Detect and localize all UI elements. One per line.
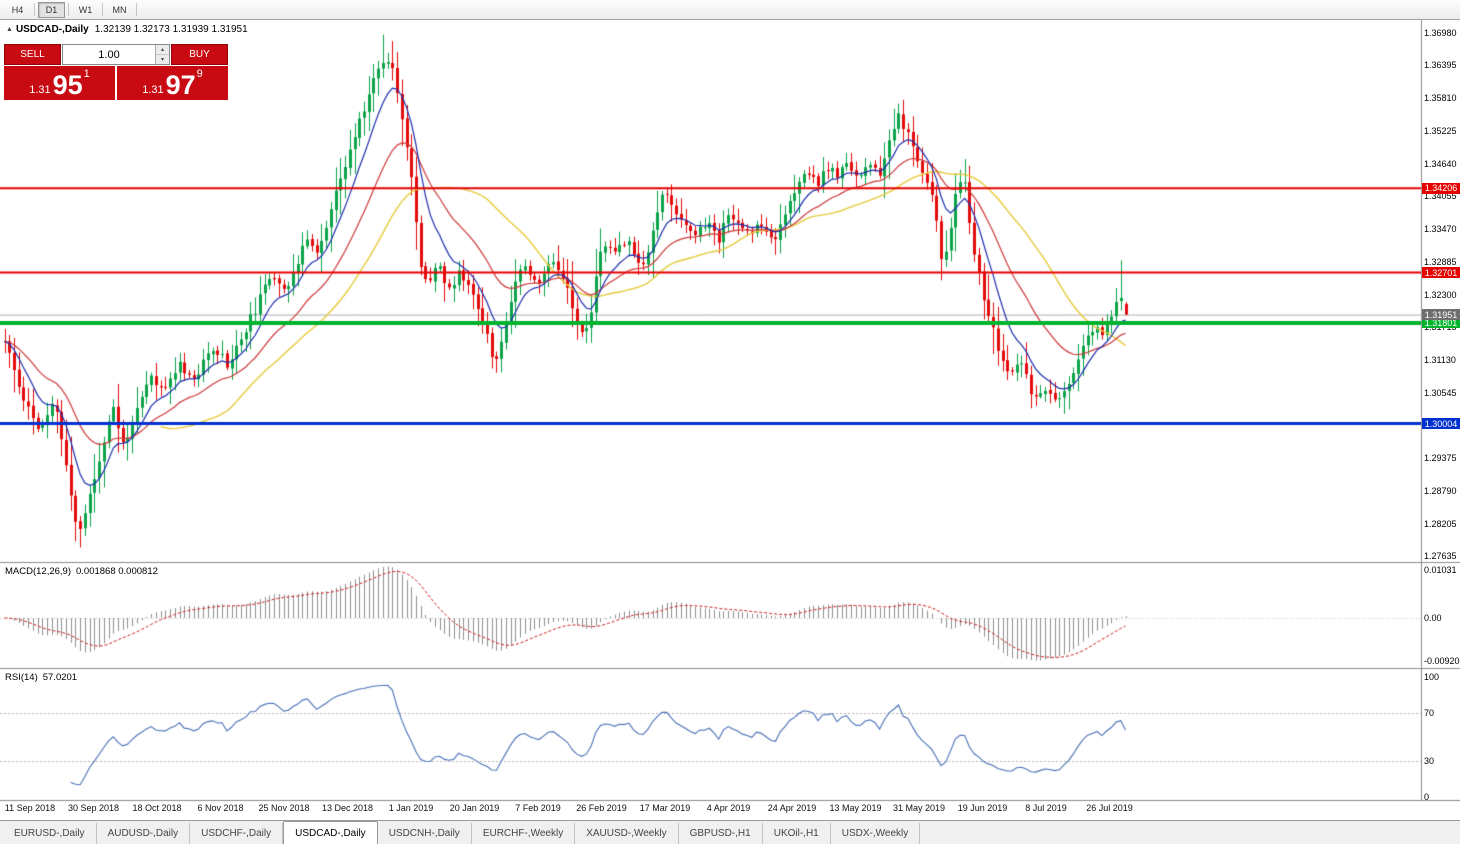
price-axis-label: 1.29375 [1424, 453, 1457, 464]
price-axis-label: 1.32885 [1424, 256, 1457, 267]
timeframe-button-h4[interactable]: H4 [11, 4, 24, 15]
rsi-scale-label: 100 [1424, 672, 1440, 682]
price-level-badge-1.30004: 1.30004 [1422, 418, 1460, 430]
price-level-badge-1.31801: 1.31801 [1422, 317, 1460, 329]
date-axis-label: 31 May 2019 [892, 803, 946, 813]
lot-size-field: ▴ ▾ [62, 44, 170, 65]
date-axis-label: 8 Jul 2019 [1025, 803, 1067, 813]
sell-price-point: 1 [83, 68, 90, 80]
sell-price-display[interactable]: 1.31 95 1 [4, 66, 115, 100]
sell-button[interactable]: SELL [4, 44, 61, 65]
date-axis-label: 25 Nov 2018 [258, 803, 310, 813]
chart-tab-bar: EURUSD-,Daily AUDUSD-,Daily USDCHF-,Daily U… [0, 820, 1460, 844]
one-click-trading-widget: SELL ▴ ▾ BUY 1.31 95 1 1.31 97 9 [4, 44, 228, 100]
buy-price-point: 9 [196, 68, 203, 80]
trade-prices-row: 1.31 95 1 1.31 97 9 [4, 66, 228, 100]
price-axis-label: 1.30545 [1424, 387, 1457, 398]
lot-spinner: ▴ ▾ [155, 45, 169, 64]
date-axis-label: 20 Jan 2019 [449, 803, 500, 813]
date-axis-label: 1 Jan 2019 [388, 803, 434, 813]
bid-price-badge: 1.31951 [1422, 309, 1460, 321]
title-marker-icon: ▲ [6, 26, 13, 33]
price-axis-label: 1.33470 [1424, 224, 1457, 235]
date-axis-label: 18 Oct 2018 [132, 803, 182, 813]
date-axis-label: 24 Apr 2019 [767, 803, 817, 813]
date-axis-label: 11 Sep 2018 [4, 803, 56, 813]
sell-price-pips: 95 [52, 70, 83, 100]
date-axis-label: 7 Feb 2019 [515, 803, 561, 813]
timeframe-button-w1[interactable]: W1 [78, 4, 93, 15]
toolbar-separator [102, 3, 103, 16]
chart-tab-usdcad-daily[interactable]: USDCAD-,Daily [283, 821, 378, 844]
macd-scale-label: -0.00920 [1424, 655, 1460, 666]
lot-increase-button[interactable]: ▴ [156, 45, 169, 55]
price-axis-label: 1.36980 [1424, 27, 1457, 38]
date-axis-label: 13 May 2019 [829, 803, 882, 813]
timeframe-toolbar: H4 D1 W1 MN [0, 0, 1460, 20]
price-axis-label: 1.28790 [1424, 486, 1457, 497]
price-level-badge-1.32701: 1.32701 [1422, 267, 1460, 279]
date-axis-label: 17 Mar 2019 [639, 803, 691, 813]
date-axis-label: 6 Nov 2018 [197, 803, 244, 813]
buy-price-display[interactable]: 1.31 97 9 [117, 66, 228, 100]
ohlc-values: 1.32139 1.32173 1.31939 1.31951 [94, 24, 248, 35]
price-axis-label: 1.35810 [1424, 93, 1457, 104]
price-axis-label: 1.35225 [1424, 125, 1457, 136]
buy-button[interactable]: BUY [171, 44, 228, 65]
buy-price-whole: 1.31 [142, 84, 164, 96]
rsi-label: RSI(14) 57.0201 [5, 672, 77, 683]
price-axis-label: 1.28205 [1424, 518, 1457, 529]
price-axis-label: 1.27635 [1424, 550, 1457, 561]
timeframe-button-d1[interactable]: D1 [38, 1, 65, 18]
timeframe-button-mn[interactable]: MN [112, 4, 127, 15]
price-axis-label: 1.32300 [1424, 289, 1457, 300]
date-axis-label: 26 Feb 2019 [576, 803, 627, 813]
chart-title: ▲ USDCAD-,Daily 1.32139 1.32173 1.31939 1.… [6, 24, 248, 35]
price-level-badge-1.34206: 1.34206 [1422, 182, 1460, 194]
chart-tab-xauusd-weekly[interactable]: XAUUSD-,Weekly [575, 823, 679, 844]
date-axis-label: 19 Jun 2019 [957, 803, 1008, 813]
rsi-scale-label: 0 [1424, 792, 1430, 802]
rsi-scale-label: 70 [1424, 708, 1435, 718]
price-axis-label: 1.36395 [1424, 60, 1457, 71]
date-axis-label: 13 Dec 2018 [321, 803, 374, 813]
symbol-period-label: USDCAD-,Daily [15, 24, 89, 35]
chart-tab-audusd-daily[interactable]: AUDUSD-,Daily [97, 823, 191, 844]
chart-tab-usdx-weekly[interactable]: USDX-,Weekly [831, 823, 921, 844]
chart-tab-eurchf-weekly[interactable]: EURCHF-,Weekly [472, 823, 576, 844]
buy-price-pips: 97 [165, 70, 196, 100]
date-axis-label: 30 Sep 2018 [67, 803, 120, 813]
macd-scale-label: 0.00 [1424, 613, 1442, 624]
toolbar-separator [68, 3, 69, 16]
trade-buttons-row: SELL ▴ ▾ BUY [4, 44, 228, 65]
price-axis-label: 1.31130 [1424, 355, 1456, 366]
date-axis-label: 26 Jul 2019 [1086, 803, 1133, 813]
toolbar-separator [136, 3, 137, 16]
toolbar-separator [34, 3, 35, 16]
date-axis-label: 4 Apr 2019 [706, 803, 751, 813]
macd-scale-label: 0.01031 [1424, 564, 1457, 575]
macd-name: MACD(12,26,9) [5, 566, 71, 577]
chart-tab-ukoil-h1[interactable]: UKOil-,H1 [763, 823, 831, 844]
rsi-value: 57.0201 [42, 672, 78, 683]
chart-tab-eurusd-daily[interactable]: EURUSD-,Daily [3, 823, 97, 844]
chart-tab-usdcnh-daily[interactable]: USDCNH-,Daily [378, 823, 472, 844]
rsi-name: RSI(14) [5, 672, 38, 683]
macd-label: MACD(12,26,9) 0.001868 0.000812 [5, 566, 158, 577]
chart-tab-usdchf-daily[interactable]: USDCHF-,Daily [190, 823, 284, 844]
sell-price-whole: 1.31 [29, 84, 51, 96]
rsi-scale-label: 30 [1424, 756, 1435, 766]
lot-decrease-button[interactable]: ▾ [156, 55, 169, 64]
price-axis-label: 1.34640 [1424, 158, 1457, 169]
lot-size-input[interactable] [63, 45, 155, 64]
macd-values: 0.001868 0.000812 [76, 566, 158, 577]
chart-tab-gbpusd-h1[interactable]: GBPUSD-,H1 [679, 823, 763, 844]
price-axis-label: 1.34055 [1424, 191, 1457, 202]
